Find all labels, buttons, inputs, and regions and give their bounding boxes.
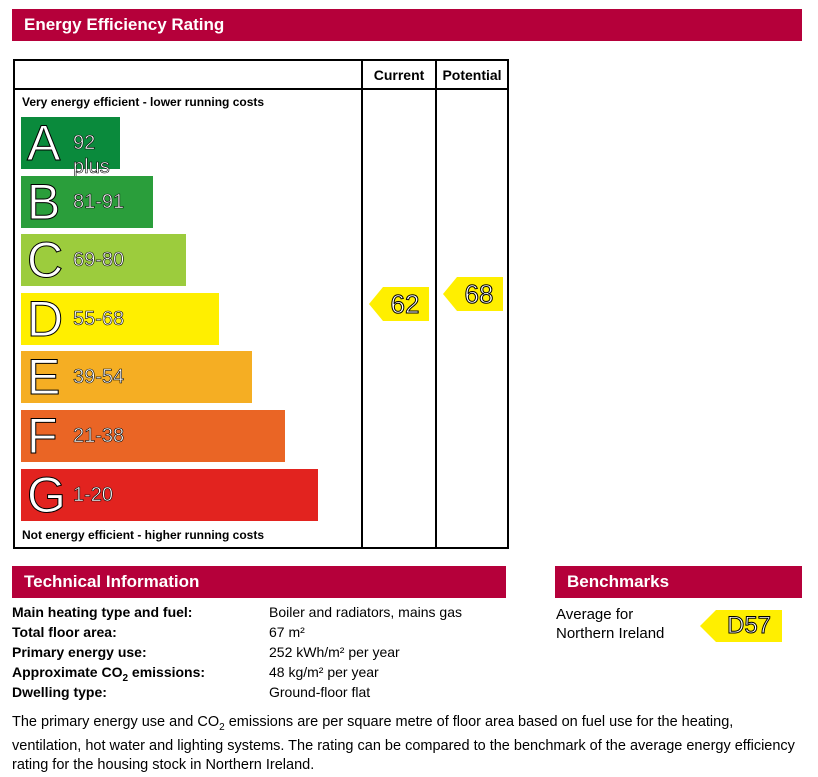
tech-label: Dwelling type:	[12, 684, 107, 700]
potential-arrow-shape	[443, 276, 503, 311]
band-range: 21-38	[73, 425, 125, 448]
energy-rating-header: Energy Efficiency Rating	[12, 9, 802, 41]
tech-value: Ground-floor flat	[269, 684, 371, 700]
benchmark-label: Average for Northern Ireland	[556, 605, 664, 643]
band-g: G 1-20	[21, 466, 318, 523]
potential-rating-arrow: 68	[443, 276, 503, 311]
energy-rating-title: Energy Efficiency Rating	[24, 15, 225, 34]
divider-potential	[435, 61, 437, 547]
footnote-pre: The primary energy use and CO	[12, 714, 220, 730]
band-letter: B	[26, 173, 61, 230]
band-range: 69-80	[73, 249, 125, 272]
current-rating-value: 62	[390, 288, 420, 319]
tech-label-post: emissions:	[128, 664, 206, 680]
technical-info-header: Technical Information	[12, 566, 506, 598]
rating-table: Current Potential Very energy efficient …	[13, 59, 509, 549]
tech-row-heating: Main heating type and fuel: Boiler and r…	[12, 604, 572, 624]
potential-rating-value: 68	[464, 278, 494, 309]
tech-value: Boiler and radiators, mains gas	[269, 604, 462, 620]
band-letter: C	[26, 232, 64, 289]
bottom-note: Not energy efficient - higher running co…	[22, 528, 265, 542]
benchmark-line2: Northern Ireland	[556, 625, 665, 642]
top-note: Very energy efficient - lower running co…	[22, 95, 265, 109]
benchmarks-title: Benchmarks	[567, 572, 670, 591]
tech-label: Total floor area:	[12, 624, 117, 640]
band-range: 39-54	[73, 366, 125, 389]
footnote-post: emissions are per square metre of floor …	[12, 714, 795, 773]
band-range: 81-91	[73, 190, 125, 213]
band-b: B 81-91	[21, 173, 153, 230]
benchmark-value: D57	[726, 612, 772, 640]
column-current-header: Current	[373, 67, 425, 83]
tech-row-co2: Approximate CO2 emissions: 48 kg/m² per …	[12, 664, 572, 684]
band-f: F 21-38	[21, 408, 285, 465]
band-letter: A	[26, 115, 61, 172]
band-letter: D	[26, 290, 64, 347]
benchmarks-header: Benchmarks	[555, 566, 802, 598]
tech-label: Approximate CO2 emissions:	[12, 664, 205, 684]
tech-value: 48 kg/m² per year	[269, 664, 379, 680]
band-a: A 92 plus	[21, 115, 120, 178]
tech-value: 252 kWh/m² per year	[269, 644, 400, 660]
tech-label: Main heating type and fuel:	[12, 604, 193, 620]
current-rating-arrow: 62	[369, 286, 429, 321]
band-letter: F	[27, 408, 59, 465]
column-potential-header: Potential	[442, 67, 502, 83]
tech-label: Primary energy use:	[12, 644, 147, 660]
footnote: The primary energy use and CO2 emissions…	[12, 713, 802, 774]
benchmark-arrow-shape	[700, 610, 782, 642]
band-d: D 55-68	[21, 290, 219, 347]
benchmark-line1: Average for	[556, 606, 634, 623]
benchmark-arrow: D57	[700, 610, 782, 642]
divider-current	[361, 61, 363, 547]
technical-info-list: Main heating type and fuel: Boiler and r…	[12, 604, 572, 704]
band-c: C 69-80	[21, 232, 186, 289]
tech-label-sub: 2	[122, 672, 129, 684]
tech-row-floor-area: Total floor area: 67 m²	[12, 624, 572, 644]
current-arrow-shape	[369, 286, 429, 321]
band-range: 92 plus	[73, 132, 110, 179]
band-letter: G	[27, 466, 67, 523]
header-divider	[15, 88, 507, 90]
tech-row-dwelling: Dwelling type: Ground-floor flat	[12, 684, 572, 704]
band-range: 55-68	[73, 307, 125, 330]
band-letter: E	[26, 349, 61, 406]
tech-row-primary-energy: Primary energy use: 252 kWh/m² per year	[12, 644, 572, 664]
tech-value: 67 m²	[269, 624, 305, 640]
technical-info-title: Technical Information	[24, 572, 200, 591]
tech-label-pre: Approximate CO	[12, 664, 123, 680]
band-e: E 39-54	[21, 349, 252, 406]
band-range: 1-20	[73, 483, 114, 506]
footnote-sub: 2	[219, 721, 225, 733]
